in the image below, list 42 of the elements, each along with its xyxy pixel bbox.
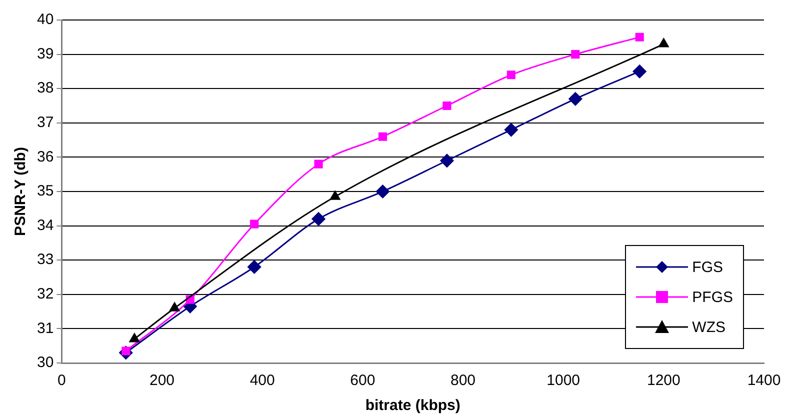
x-tick-label: 800 [450, 372, 476, 390]
x-tick-label: 0 [58, 372, 66, 390]
y-tick-label: 33 [36, 251, 54, 268]
point [129, 333, 140, 342]
point [378, 132, 388, 141]
y-tick-label: 36 [36, 148, 54, 166]
y-tick-label: 37 [36, 114, 54, 132]
point [169, 302, 180, 312]
point [658, 38, 669, 48]
x-tick-label: 400 [250, 372, 275, 390]
x-axis-title: bitrate (kbps) [365, 397, 460, 414]
x-tick-label: 600 [350, 372, 376, 390]
y-tick-label: 39 [36, 45, 54, 62]
point [376, 184, 390, 198]
point [571, 50, 580, 59]
x-tick-label: 1400 [747, 372, 781, 390]
point [440, 154, 454, 168]
point [330, 190, 340, 200]
y-tick-label: 32 [36, 286, 54, 303]
point [568, 92, 582, 106]
x-tick-label: 200 [150, 372, 175, 390]
point [635, 32, 644, 42]
y-axis-title: PSNR-Y (db) [12, 147, 30, 236]
y-tick-label: 35 [36, 182, 54, 200]
point [504, 123, 518, 137]
point [248, 260, 262, 274]
point [506, 70, 516, 80]
y-tick-label: 31 [36, 320, 54, 337]
point [250, 220, 259, 228]
point [312, 212, 326, 226]
legend-label: WZS [692, 318, 726, 336]
x-tick-label: 1200 [646, 372, 680, 390]
point [442, 101, 452, 110]
legend-label: PFGS [692, 288, 733, 306]
point [314, 160, 323, 168]
y-tick-label: 38 [36, 80, 54, 97]
legend-label: FGS [692, 258, 723, 276]
y-tick-label: 30 [36, 354, 54, 372]
y-tick-label: 34 [36, 216, 54, 234]
y-tick-label: 40 [36, 11, 54, 28]
x-tick-label: 1000 [546, 372, 580, 390]
point [632, 64, 646, 78]
